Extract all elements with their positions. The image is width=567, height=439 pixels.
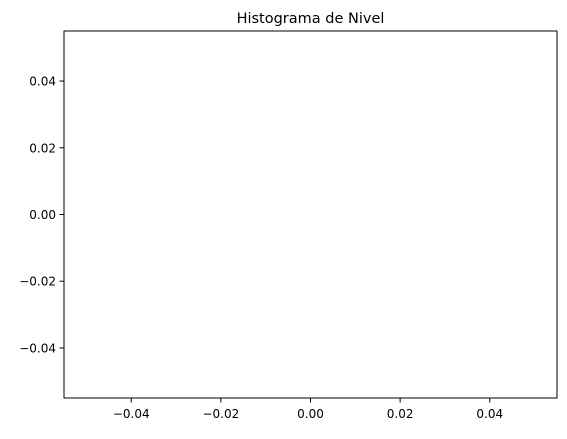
x-tick-label: 0.00 (297, 407, 324, 421)
y-tick-label: −0.04 (19, 341, 56, 355)
x-axis: −0.04 −0.02 0.00 0.02 0.04 (113, 398, 503, 421)
x-tick-label: −0.02 (202, 407, 239, 421)
y-tick-label: 0.04 (29, 75, 56, 89)
y-axis: 0.04 0.02 0.00 −0.02 −0.04 (19, 75, 64, 355)
x-tick-label: 0.02 (387, 407, 414, 421)
y-tick-label: 0.02 (29, 141, 56, 155)
y-tick-label: −0.02 (19, 275, 56, 289)
plot-area-frame (63, 30, 558, 399)
y-tick-label: 0.00 (29, 208, 56, 222)
chart-title: Histograma de Nivel (237, 11, 385, 27)
x-tick-label: 0.04 (476, 407, 503, 421)
x-tick-label: −0.04 (113, 407, 150, 421)
